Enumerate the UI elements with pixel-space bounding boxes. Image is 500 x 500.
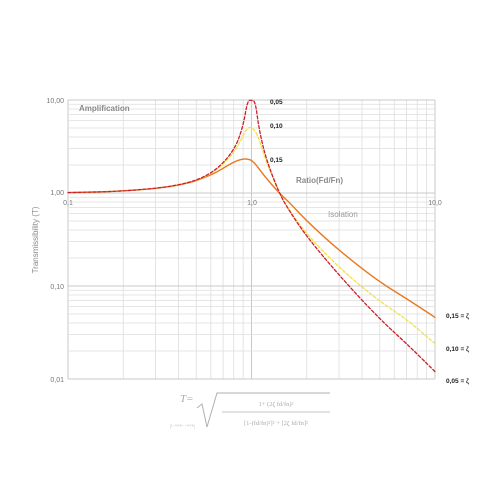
formula: T= |¹⁻ᵂᵀᴿ⁻⁻ᵂᵀᴿ| 1+ (2ζ fd/fn)² [1-(fd/fn… bbox=[170, 392, 330, 430]
curves bbox=[67, 99, 436, 373]
grid bbox=[67, 99, 436, 380]
formula-numerator: 1+ (2ζ fd/fn)² bbox=[258, 401, 293, 408]
y-axis-label: Transmissibility (T) bbox=[31, 206, 40, 273]
end-label-0-10: 0,10 = ζ bbox=[446, 346, 469, 353]
x-tick-label-1: 1,0 bbox=[247, 200, 257, 207]
y-tick-label-10: 10,00 bbox=[46, 98, 64, 105]
end-label-0-15: 0,15 = ζ bbox=[446, 313, 469, 320]
formula-prefix: |¹⁻ᵂᵀᴿ⁻⁻ᵂᵀᴿ| bbox=[170, 424, 195, 430]
formula-sqrt-sign bbox=[196, 392, 330, 428]
y-tick-label-1: 1,00 bbox=[50, 190, 64, 197]
y-tick-label-0-1: 0,10 bbox=[50, 284, 64, 291]
annotation-ratio: Ratio(Fd/Fn) bbox=[296, 176, 343, 185]
annotation-isolation: Isolation bbox=[328, 210, 358, 219]
peak-label-0-05: 0,05 bbox=[270, 99, 283, 106]
x-tick-label-0-1: 0,1 bbox=[63, 200, 73, 207]
x-tick-label-10: 10,0 bbox=[428, 200, 442, 207]
peak-label-0-15: 0,15 bbox=[270, 157, 283, 164]
y-tick-label-0-01: 0,01 bbox=[50, 377, 64, 384]
formula-denominator: [1-(fd/fn)²]² + [2ζ fd/fn]² bbox=[244, 420, 308, 427]
annotation-amplification: Amplification bbox=[79, 104, 130, 113]
end-label-0-05: 0,05 = ζ bbox=[446, 378, 469, 385]
formula-lhs: T= bbox=[180, 393, 194, 405]
peak-label-0-10: 0,10 bbox=[270, 123, 283, 130]
curve-zeta-0-05 bbox=[67, 99, 436, 373]
